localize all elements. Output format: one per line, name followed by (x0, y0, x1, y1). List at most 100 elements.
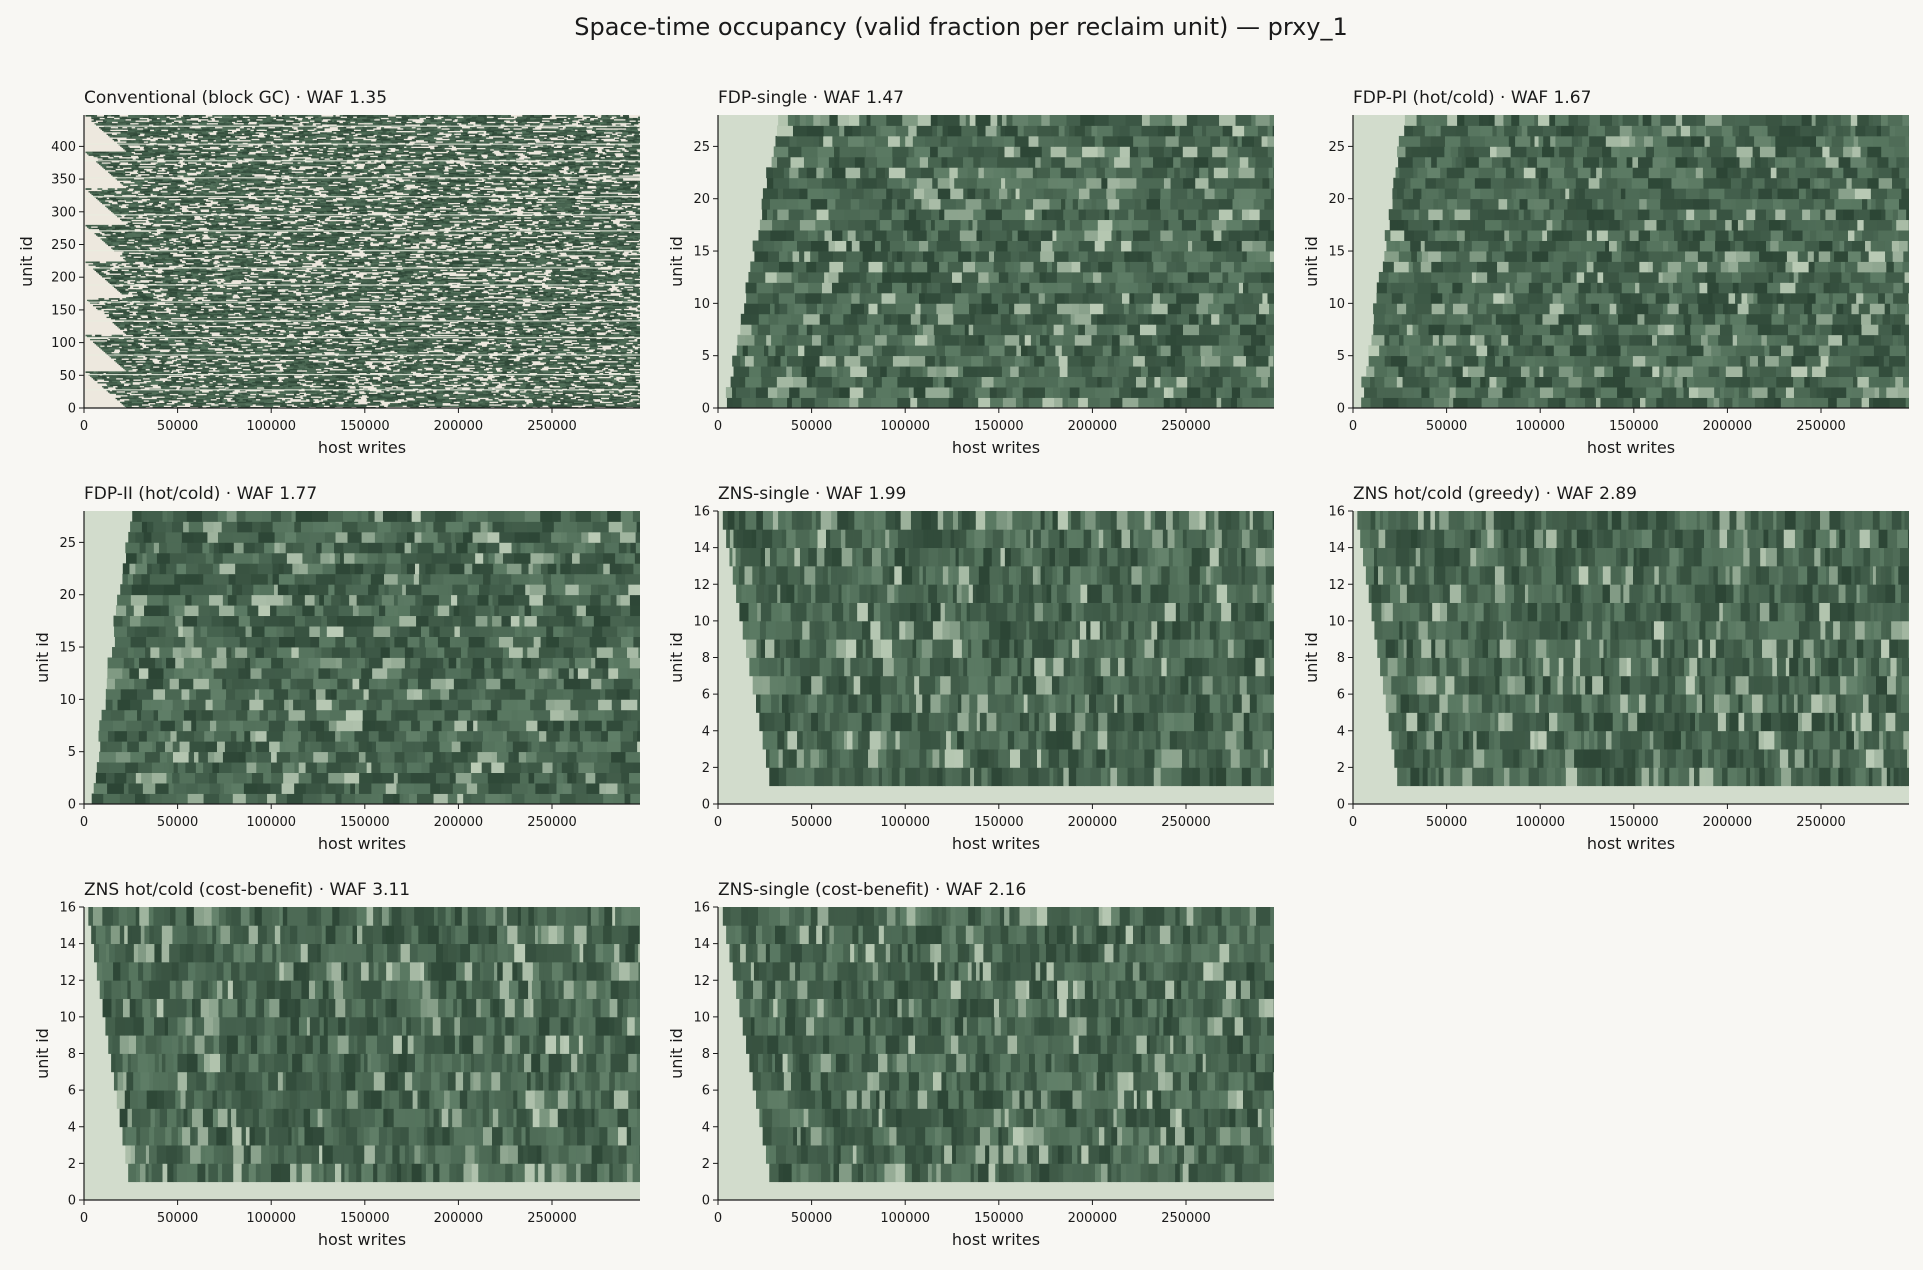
x-tick-label: 150000 (340, 815, 390, 830)
heatmap-cells (84, 511, 655, 804)
y-tick-label: 8 (702, 1047, 710, 1062)
y-tick-label: 2 (702, 1157, 710, 1172)
heatmap-cells (1353, 115, 1923, 408)
y-tick-label: 10 (693, 614, 710, 629)
x-axis-label: host writes (318, 438, 406, 457)
y-tick-label: 14 (59, 937, 76, 952)
y-tick-label: 0 (1337, 402, 1345, 417)
y-axis-label: unit id (17, 236, 36, 287)
panel-title: FDP-PI (hot/cold) · WAF 1.67 (1353, 88, 1591, 108)
x-axis-label: host writes (1587, 834, 1675, 853)
y-tick-label: 2 (702, 761, 710, 776)
y-tick-label: 250 (51, 238, 76, 253)
x-tick-label: 250000 (1796, 815, 1846, 830)
y-tick-label: 12 (59, 974, 76, 989)
y-tick-label: 2 (68, 1157, 76, 1172)
y-tick-label: 0 (702, 1194, 710, 1209)
y-tick-label: 5 (1337, 349, 1345, 364)
x-axis-label: host writes (318, 834, 406, 853)
heatmap-cells (718, 907, 1284, 1200)
y-tick-label: 2 (1337, 761, 1345, 776)
x-tick-label: 150000 (1609, 419, 1659, 434)
x-tick-label: 0 (80, 419, 88, 434)
y-tick-label: 0 (68, 1194, 76, 1209)
y-tick-label: 8 (68, 1047, 76, 1062)
x-tick-label: 200000 (434, 1211, 484, 1226)
x-tick-label: 100000 (1515, 419, 1565, 434)
x-tick-label: 100000 (1515, 815, 1565, 830)
y-tick-label: 350 (51, 173, 76, 188)
x-tick-label: 0 (80, 1211, 88, 1226)
x-tick-label: 250000 (527, 419, 577, 434)
y-tick-label: 20 (1328, 192, 1345, 207)
y-tick-label: 20 (59, 588, 76, 603)
x-tick-label: 250000 (527, 1211, 577, 1226)
y-axis-label: unit id (1302, 236, 1321, 287)
y-axis-label: unit id (1302, 632, 1321, 683)
x-tick-label: 150000 (974, 1211, 1024, 1226)
y-tick-label: 16 (693, 901, 710, 916)
y-tick-label: 4 (68, 1120, 76, 1135)
y-tick-label: 4 (1337, 724, 1345, 739)
panel-title: ZNS hot/cold (greedy) · WAF 2.89 (1353, 484, 1637, 504)
y-tick-label: 10 (59, 1010, 76, 1025)
x-axis-label: host writes (952, 438, 1040, 457)
y-tick-label: 100 (51, 336, 76, 351)
y-tick-label: 25 (1328, 140, 1345, 155)
y-axis-label: unit id (667, 632, 686, 683)
x-tick-label: 250000 (1161, 815, 1211, 830)
x-tick-label: 250000 (1161, 1211, 1211, 1226)
x-axis-label: host writes (952, 1230, 1040, 1249)
y-tick-label: 6 (68, 1084, 76, 1099)
panel-4: 0 50000 100000 150000 200000 2500000510152025… (33, 484, 655, 853)
x-tick-label: 250000 (1796, 419, 1846, 434)
x-tick-label: 150000 (1609, 815, 1659, 830)
x-tick-label: 200000 (1703, 815, 1753, 830)
y-tick-label: 16 (693, 505, 710, 520)
y-tick-label: 10 (59, 693, 76, 708)
panel-title: FDP-single · WAF 1.47 (718, 88, 904, 108)
y-tick-label: 0 (1337, 798, 1345, 813)
x-tick-label: 100000 (880, 1211, 930, 1226)
y-tick-label: 14 (693, 541, 710, 556)
heatmap-cells (1353, 511, 1918, 804)
y-tick-label: 14 (1328, 541, 1345, 556)
x-tick-label: 100000 (880, 815, 930, 830)
panel-8: 0 50000 100000 150000 200000 2500000246810121… (667, 880, 1284, 1249)
panel-title: Conventional (block GC) · WAF 1.35 (84, 88, 387, 108)
y-tick-label: 0 (68, 798, 76, 813)
x-tick-label: 50000 (791, 815, 832, 830)
y-tick-label: 10 (1328, 297, 1345, 312)
x-tick-label: 100000 (880, 419, 930, 434)
x-tick-label: 0 (80, 815, 88, 830)
panel-3: 0 50000 100000 150000 200000 2500000510152025… (1302, 88, 1923, 457)
x-tick-label: 50000 (1426, 419, 1467, 434)
x-tick-label: 200000 (1068, 1211, 1118, 1226)
y-tick-label: 6 (702, 1084, 710, 1099)
y-tick-label: 6 (702, 688, 710, 703)
y-tick-label: 12 (1328, 578, 1345, 593)
heatmap-cells (84, 907, 648, 1200)
x-tick-label: 50000 (157, 815, 198, 830)
panel-title: ZNS-single (cost-benefit) · WAF 2.16 (718, 880, 1026, 900)
y-tick-label: 16 (59, 901, 76, 916)
y-axis-label: unit id (667, 1028, 686, 1079)
x-tick-label: 0 (1349, 419, 1357, 434)
y-tick-label: 0 (68, 402, 76, 417)
y-tick-label: 16 (1328, 505, 1345, 520)
x-tick-label: 50000 (157, 419, 198, 434)
x-tick-label: 250000 (1161, 419, 1211, 434)
y-tick-label: 5 (68, 745, 76, 760)
x-tick-label: 100000 (246, 815, 296, 830)
x-tick-label: 200000 (1068, 815, 1118, 830)
y-tick-label: 14 (693, 937, 710, 952)
x-tick-label: 50000 (791, 1211, 832, 1226)
x-tick-label: 150000 (340, 1211, 390, 1226)
y-tick-label: 4 (702, 724, 710, 739)
y-axis-label: unit id (33, 1028, 52, 1079)
y-tick-label: 20 (693, 192, 710, 207)
y-tick-label: 10 (693, 1010, 710, 1025)
x-tick-label: 0 (1349, 815, 1357, 830)
heatmap-cells (718, 511, 1284, 804)
